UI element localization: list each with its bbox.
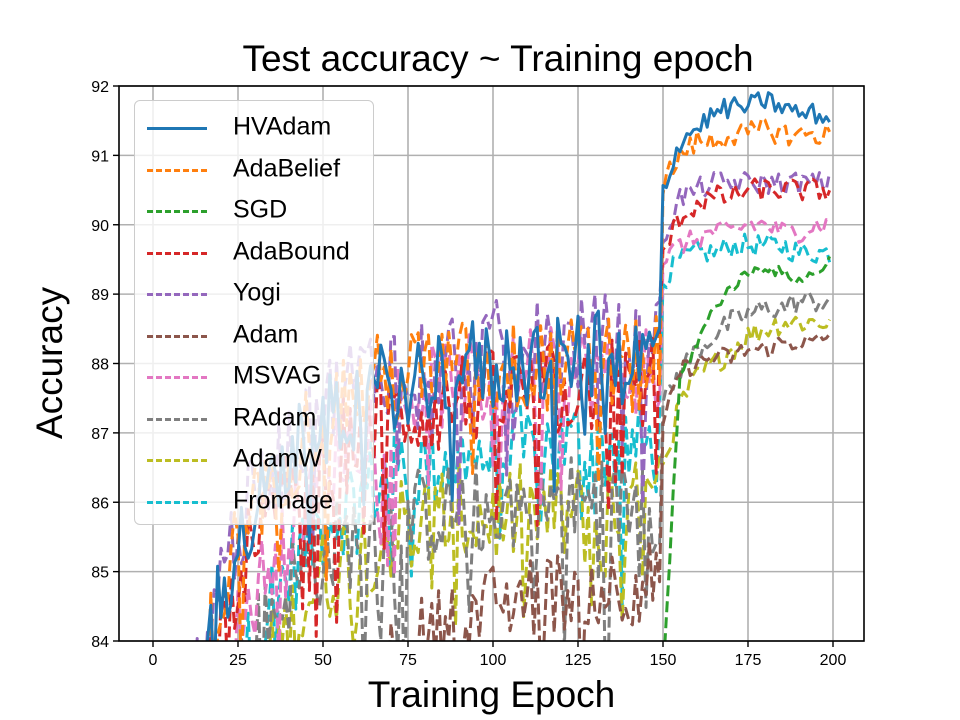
legend-swatch (147, 168, 207, 172)
x-tick-label: 75 (399, 652, 417, 669)
legend-swatch (147, 210, 207, 213)
series-line (388, 333, 831, 641)
y-tick-label: 87 (91, 426, 109, 443)
x-tick-label: 100 (480, 652, 507, 669)
legend-swatch (147, 459, 207, 462)
x-axis-label: Training Epoch (367, 674, 616, 715)
x-tick-label: 125 (565, 652, 592, 669)
legend: HVAdam AdaBelief SGD AdaBound Yogi Adam MSVAG R… (134, 100, 374, 525)
legend-item: HVAdam (135, 107, 373, 147)
legend-swatch (147, 127, 207, 130)
legend-item: AdamW (135, 439, 373, 479)
x-tick-label: 175 (735, 652, 762, 669)
legend-item: SGD (135, 190, 373, 230)
legend-item: Adam (135, 315, 373, 355)
y-tick-label: 91 (91, 148, 109, 165)
chart-title: Test accuracy ~ Training epoch (242, 38, 754, 79)
y-tick-label: 90 (91, 218, 109, 235)
legend-label: HVAdam (233, 112, 332, 141)
y-tick-label: 89 (91, 287, 109, 304)
legend-label: AdamW (233, 444, 322, 473)
x-tick-label: 50 (314, 652, 332, 669)
series-line (239, 291, 831, 641)
x-tick-label: 200 (820, 652, 847, 669)
series-line (234, 218, 831, 641)
legend-item: RAdam (135, 398, 373, 438)
y-tick-label: 84 (91, 634, 109, 651)
x-tick-label: 0 (149, 652, 158, 669)
y-tick-label: 92 (91, 79, 109, 96)
legend-item: Yogi (135, 273, 373, 313)
y-tick-label: 85 (91, 565, 109, 582)
legend-swatch (147, 417, 207, 421)
legend-item: AdaBound (135, 232, 373, 272)
y-tick-label: 86 (91, 495, 109, 512)
legend-swatch (147, 376, 207, 379)
legend-label: MSVAG (233, 361, 322, 390)
legend-item: Fromage (135, 481, 373, 521)
legend-item: AdaBelief (135, 149, 373, 189)
legend-label: Fromage (233, 486, 334, 514)
legend-label: RAdam (233, 403, 317, 431)
legend-swatch (147, 334, 207, 338)
x-tick-label: 150 (650, 652, 677, 669)
legend-label: AdaBound (233, 237, 350, 265)
legend-item: MSVAG (135, 356, 373, 396)
legend-swatch (147, 251, 207, 255)
series-line (663, 255, 831, 641)
y-tick-label: 88 (91, 357, 109, 374)
legend-label: Yogi (233, 278, 281, 307)
x-tick-label: 25 (229, 652, 247, 669)
axis-ticks: 0 25 50 75 100 125 150 175 200 84 85 86 87 88 89 90 91 92 (91, 79, 846, 669)
legend-label: SGD (233, 195, 288, 224)
legend-swatch (147, 293, 207, 296)
legend-label: Adam (233, 320, 299, 348)
legend-label: AdaBelief (233, 154, 341, 182)
legend-swatch (147, 500, 207, 504)
